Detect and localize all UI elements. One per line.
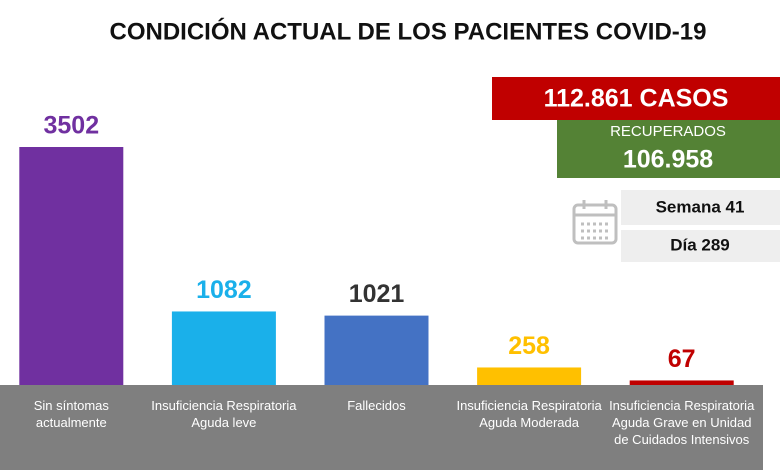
bar xyxy=(629,380,734,385)
category-band xyxy=(0,385,763,470)
value-label: 258 xyxy=(508,332,550,360)
x-tick-label: Fallecidos xyxy=(347,398,406,413)
x-tick-label: Insuficiencia Respiratoria Aguda Moderad… xyxy=(456,398,602,430)
calendar-icon xyxy=(572,200,618,245)
bar xyxy=(171,311,276,385)
recovered-box xyxy=(557,120,780,178)
bar xyxy=(477,367,582,385)
x-tick-label: Insuficiencia Respiratoria Aguda leve xyxy=(151,398,297,430)
value-label: 67 xyxy=(668,345,696,373)
value-label: 3502 xyxy=(43,112,99,140)
value-label: 1021 xyxy=(349,280,405,308)
recovered-value: 106.958 xyxy=(623,146,713,174)
bar xyxy=(324,315,429,385)
cases-box xyxy=(492,77,780,120)
day-box xyxy=(621,230,780,262)
cases-text: 112.861 CASOS xyxy=(544,85,729,113)
value-label: 1082 xyxy=(196,276,252,304)
week-text: Semana 41 xyxy=(656,197,745,216)
chart-title: CONDICIÓN ACTUAL DE LOS PACIENTES COVID-… xyxy=(110,17,707,45)
recovered-label: RECUPERADOS xyxy=(610,123,726,140)
x-tick-label: Insuficiencia Respiratoria Aguda Grave e… xyxy=(609,398,755,447)
week-box xyxy=(621,190,780,225)
x-tick-label: Sin síntomas actualmente xyxy=(33,398,109,430)
bar xyxy=(19,147,124,385)
day-text: Día 289 xyxy=(670,235,730,254)
